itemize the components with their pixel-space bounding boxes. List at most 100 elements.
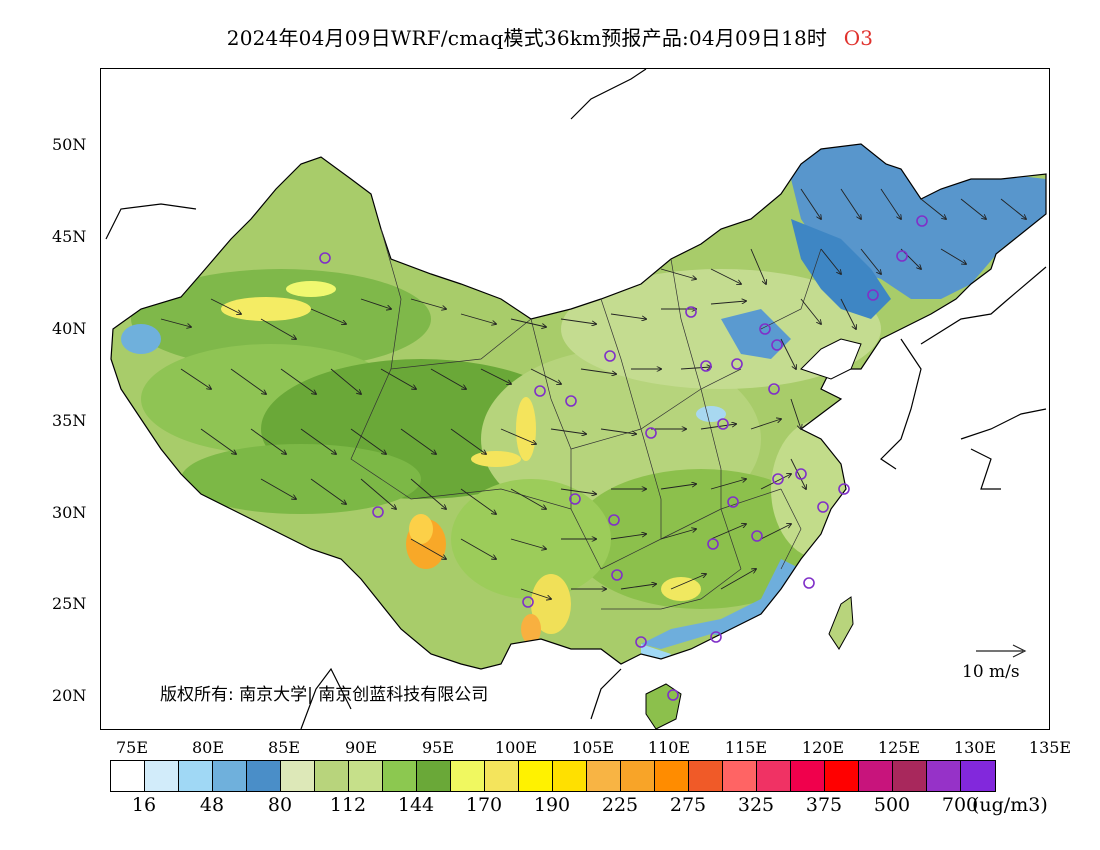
circle-station-icon — [751, 530, 763, 542]
legend-label: 500 — [873, 794, 911, 816]
lat-tick-35n: 35N — [52, 411, 87, 430]
legend-label: 325 — [737, 794, 775, 816]
circle-station-icon — [771, 339, 783, 351]
circle-station-icon — [372, 506, 384, 518]
circle-station-icon — [534, 385, 546, 397]
legend-swatch — [485, 761, 519, 791]
circle-station-icon — [565, 395, 577, 407]
province-boundaries — [350, 228, 822, 610]
lon-tick-85e: 85E — [267, 738, 301, 757]
legend-swatch — [213, 761, 247, 791]
circle-station-icon — [707, 538, 719, 550]
legend-swatch — [927, 761, 961, 791]
lon-tick-120e: 120E — [801, 738, 845, 757]
circle-station-icon — [522, 596, 534, 608]
lat-tick-25n: 25N — [52, 594, 87, 613]
circle-station-icon — [867, 289, 879, 301]
legend-swatch — [349, 761, 383, 791]
circle-station-icon — [803, 577, 815, 589]
legend-units: (ug/m3) — [972, 794, 1048, 816]
legend-swatch — [315, 761, 349, 791]
lon-tick-135e: 135E — [1028, 738, 1072, 757]
legend-swatch — [587, 761, 621, 791]
lon-tick-115e: 115E — [724, 738, 768, 757]
lat-tick-45n: 45N — [52, 227, 87, 246]
legend-swatch — [723, 761, 757, 791]
legend-label: 700 — [941, 794, 979, 816]
circle-station-icon — [319, 252, 331, 264]
legend-label: 144 — [397, 794, 435, 816]
legend-label: 48 — [199, 794, 225, 816]
legend-swatch — [689, 761, 723, 791]
circle-station-icon — [685, 306, 697, 318]
legend-swatch — [893, 761, 927, 791]
legend-swatch — [451, 761, 485, 791]
circle-station-icon — [896, 250, 908, 262]
legend-swatch — [111, 761, 145, 791]
circle-station-icon — [768, 383, 780, 395]
circle-station-icon — [731, 358, 743, 370]
circle-station-icon — [569, 493, 581, 505]
legend-swatch — [961, 761, 995, 791]
legend-label: 225 — [601, 794, 639, 816]
circle-station-icon — [645, 427, 657, 439]
copyright-text: 版权所有: 南京大学| 南京创蓝科技有限公司 — [160, 685, 489, 705]
lat-tick-30n: 30N — [52, 503, 87, 522]
legend-swatch — [145, 761, 179, 791]
circle-station-icon — [817, 501, 829, 513]
legend-swatch — [281, 761, 315, 791]
legend-swatch — [553, 761, 587, 791]
map-area[interactable] — [100, 68, 1050, 730]
wind-reference-label: 10 m/s — [962, 662, 1020, 682]
circle-station-icon — [611, 569, 623, 581]
circle-station-icon — [727, 496, 739, 508]
circle-station-icon — [710, 631, 722, 643]
wind-reference-arrow — [976, 644, 1027, 658]
legend-swatch — [417, 761, 451, 791]
legend-swatch — [383, 761, 417, 791]
circle-station-icon — [700, 360, 712, 372]
china-outline — [110, 143, 1047, 670]
circle-station-icon — [916, 215, 928, 227]
legend-swatch — [621, 761, 655, 791]
legend-swatch — [655, 761, 689, 791]
lon-tick-125e: 125E — [877, 738, 921, 757]
circle-station-icon — [838, 483, 850, 495]
legend-swatch — [519, 761, 553, 791]
legend-swatch — [179, 761, 213, 791]
circle-station-icon — [667, 689, 679, 701]
legend-swatch — [757, 761, 791, 791]
lon-tick-90e: 90E — [344, 738, 378, 757]
legend-label: 112 — [329, 794, 367, 816]
circle-station-icon — [635, 636, 647, 648]
color-legend — [110, 760, 996, 792]
map-title: 2024年04月09日WRF/cmaq模式36km预报产品:04月09日18时 … — [0, 22, 1100, 51]
legend-label: 170 — [465, 794, 503, 816]
map-title-text: 2024年04月09日WRF/cmaq模式36km预报产品:04月09日18时 — [226, 26, 828, 50]
lon-tick-105e: 105E — [571, 738, 615, 757]
lat-tick-20n: 20N — [52, 686, 87, 705]
lat-tick-50n: 50N — [52, 135, 87, 154]
legend-label: 80 — [267, 794, 293, 816]
map-svg — [105, 69, 1047, 729]
lon-tick-130e: 130E — [953, 738, 997, 757]
legend-swatch — [859, 761, 893, 791]
legend-swatch — [825, 761, 859, 791]
legend-label: 16 — [131, 794, 157, 816]
lon-tick-100e: 100E — [494, 738, 538, 757]
circle-station-icon — [717, 418, 729, 430]
pollutant-label: O3 — [843, 26, 874, 50]
lon-tick-95e: 95E — [421, 738, 455, 757]
lon-tick-110e: 110E — [647, 738, 691, 757]
legend-swatch — [247, 761, 281, 791]
legend-label: 375 — [805, 794, 843, 816]
legend-label: 275 — [669, 794, 707, 816]
lon-tick-80e: 80E — [191, 738, 225, 757]
circle-station-icon — [759, 323, 771, 335]
circle-station-icon — [604, 350, 616, 362]
legend-swatch — [791, 761, 825, 791]
circle-station-icon — [772, 473, 784, 485]
legend-label: 190 — [533, 794, 571, 816]
circle-station-icon — [608, 514, 620, 526]
circle-station-icon — [795, 468, 807, 480]
